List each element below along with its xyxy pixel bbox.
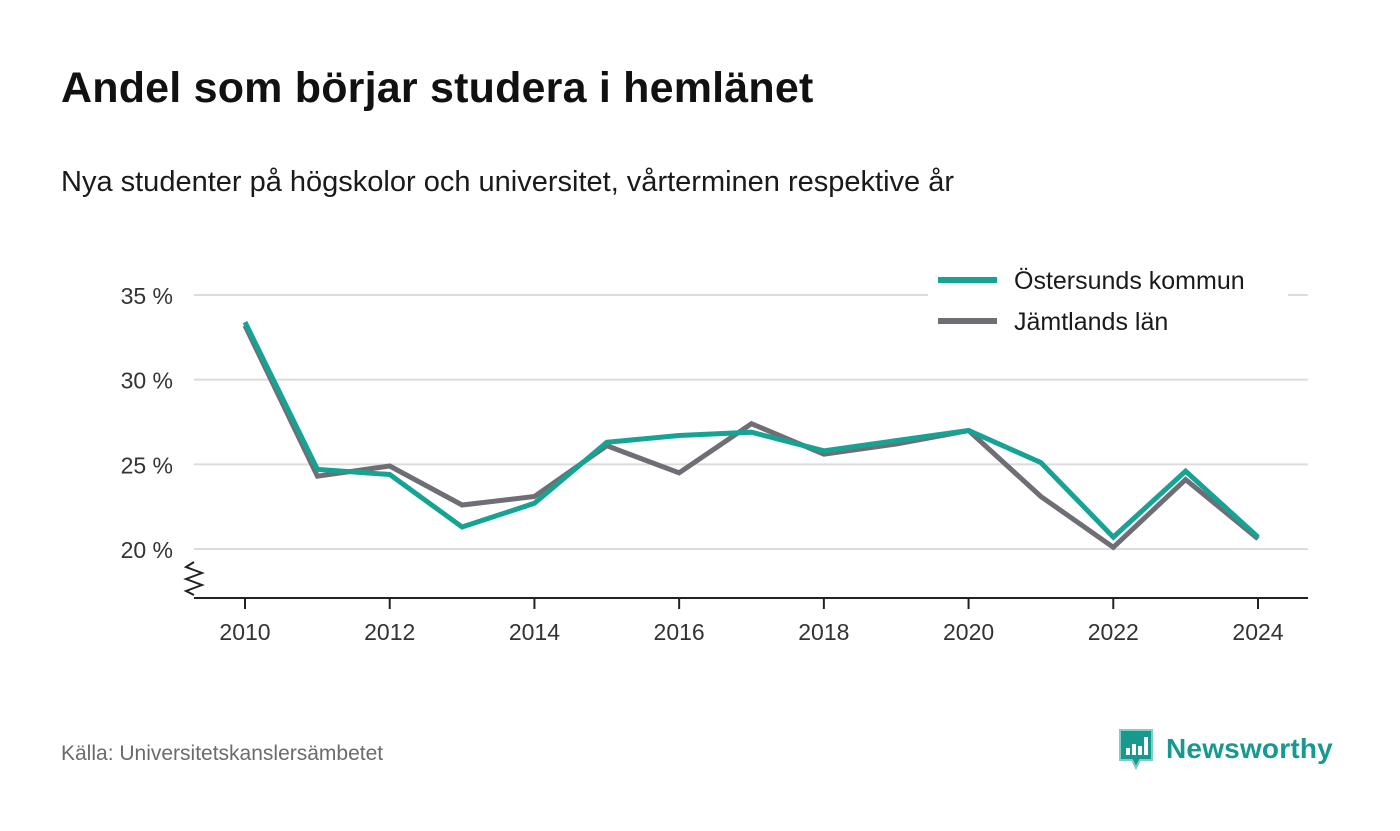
source-note: Källa: Universitetskanslersämbetet [61,742,384,765]
x-tick-label: 2022 [1088,619,1139,645]
x-tick-label: 2012 [364,619,415,645]
y-tick-label: 20 % [121,537,173,563]
series-line-jamtland [242,324,1260,551]
legend-background [928,258,1288,342]
legend: Östersunds kommun Jämtlands län [928,258,1288,342]
brand-logo: Newsworthy [1118,728,1333,770]
x-axis [183,561,1308,599]
series-line-ostersund [242,320,1260,541]
x-axis-ticks: 2010 2012 2014 2016 2018 2020 2022 2024 [219,598,1284,645]
axis-break-mark [183,561,205,596]
legend-label: Östersunds kommun [1014,267,1245,295]
chart-title: Andel som börjar studera i hemlänet [61,64,814,112]
y-tick-label: 35 % [121,283,173,309]
x-tick-label: 2020 [943,619,994,645]
series-lines [242,320,1260,551]
y-axis-ticks: 20 % 25 % 30 % 35 % [121,283,173,563]
y-tick-label: 30 % [121,368,173,394]
x-tick-label: 2018 [798,619,849,645]
x-tick-label: 2014 [509,619,560,645]
chart-subtitle: Nya studenter på högskolor och universit… [61,166,954,198]
brand-name: Newsworthy [1166,733,1333,764]
legend-label: Jämtlands län [1014,308,1168,336]
x-tick-label: 2024 [1232,619,1283,645]
newsworthy-logo-icon [1119,729,1153,770]
x-tick-label: 2010 [219,619,270,645]
y-tick-label: 25 % [121,452,173,478]
x-tick-label: 2016 [654,619,705,645]
